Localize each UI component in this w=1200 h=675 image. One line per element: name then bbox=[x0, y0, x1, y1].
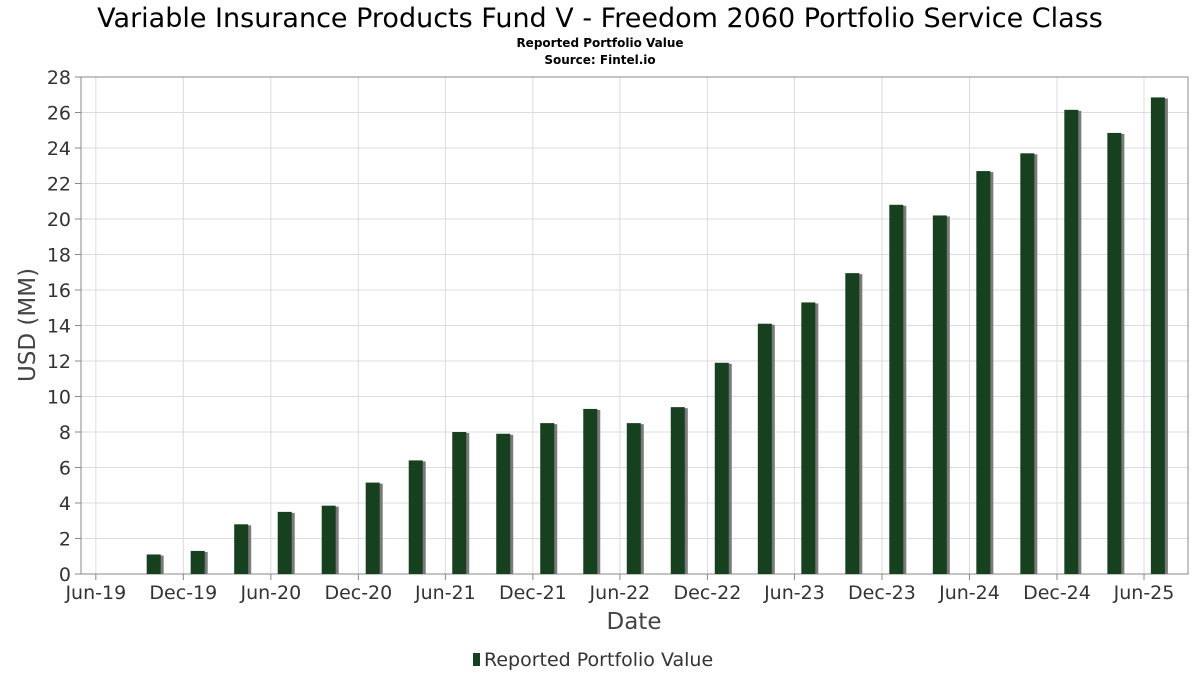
bar bbox=[1107, 132, 1122, 574]
bar bbox=[1150, 97, 1165, 574]
bar bbox=[714, 362, 729, 574]
bar bbox=[757, 323, 772, 574]
chart-title: Variable Insurance Products Fund V - Fre… bbox=[97, 3, 1103, 34]
x-tick-label: Dec-23 bbox=[848, 582, 916, 604]
x-tick-label: Jun-22 bbox=[589, 582, 651, 604]
y-tick-label: 0 bbox=[59, 564, 71, 586]
y-tick-label: 22 bbox=[47, 174, 71, 196]
grid bbox=[81, 76, 1188, 575]
bar bbox=[889, 204, 904, 575]
bar bbox=[583, 408, 598, 574]
y-tick-label: 28 bbox=[47, 67, 71, 89]
x-tick-label: Dec-21 bbox=[499, 582, 567, 604]
y-tick-label: 10 bbox=[47, 387, 71, 409]
x-tick-label: Dec-24 bbox=[1023, 582, 1091, 604]
bar bbox=[845, 273, 860, 574]
y-tick-label: 16 bbox=[47, 280, 71, 302]
bar bbox=[496, 433, 511, 574]
bar bbox=[365, 482, 380, 574]
y-tick-label: 12 bbox=[47, 351, 71, 373]
bar bbox=[408, 460, 423, 574]
x-tick-label: Jun-19 bbox=[64, 582, 126, 604]
y-tick-label: 20 bbox=[47, 209, 71, 231]
x-tick-label: Jun-21 bbox=[414, 582, 476, 604]
legend-swatch bbox=[473, 653, 480, 666]
bar bbox=[234, 524, 249, 574]
x-tick-label: Dec-22 bbox=[674, 582, 742, 604]
bars bbox=[146, 97, 1168, 575]
y-tick-label: 14 bbox=[47, 316, 71, 338]
y-tick-label: 26 bbox=[47, 103, 71, 125]
x-tick-label: Dec-19 bbox=[149, 582, 217, 604]
y-tick-label: 4 bbox=[59, 493, 71, 515]
y-tick-label: 6 bbox=[59, 458, 71, 480]
x-tick-label: Jun-23 bbox=[763, 582, 825, 604]
bar bbox=[801, 302, 816, 574]
bar bbox=[932, 215, 947, 574]
bar bbox=[976, 171, 991, 574]
bar bbox=[146, 554, 161, 574]
x-tick-label: Jun-20 bbox=[239, 582, 301, 604]
x-tick-label: Dec-20 bbox=[324, 582, 392, 604]
bar bbox=[190, 550, 205, 574]
x-axis-title: Date bbox=[607, 609, 662, 635]
bar bbox=[540, 423, 555, 574]
bar bbox=[1020, 153, 1035, 574]
y-tick-label: 8 bbox=[59, 422, 71, 444]
y-tick-label: 18 bbox=[47, 245, 71, 267]
x-tick-label: Jun-25 bbox=[1113, 582, 1175, 604]
chart-subtitle: Reported Portfolio Value bbox=[516, 36, 683, 50]
y-tick-label: 2 bbox=[59, 529, 71, 551]
bar bbox=[452, 432, 467, 574]
legend: Reported Portfolio Value bbox=[473, 649, 713, 671]
bar bbox=[626, 423, 641, 574]
legend-label: Reported Portfolio Value bbox=[484, 649, 713, 671]
x-axis-ticks: Jun-19 Dec-19 Jun-20 Dec-20 Jun-21 Dec-21 Jun-… bbox=[64, 574, 1174, 604]
bar bbox=[321, 505, 336, 574]
bar bbox=[670, 407, 685, 574]
chart-source: Source: Fintel.io bbox=[544, 53, 655, 67]
bar bbox=[277, 511, 292, 574]
y-axis-title: USD (MM) bbox=[15, 268, 41, 382]
bar bbox=[1064, 109, 1079, 575]
y-tick-label: 24 bbox=[47, 138, 71, 160]
x-tick-label: Jun-24 bbox=[938, 582, 1000, 604]
